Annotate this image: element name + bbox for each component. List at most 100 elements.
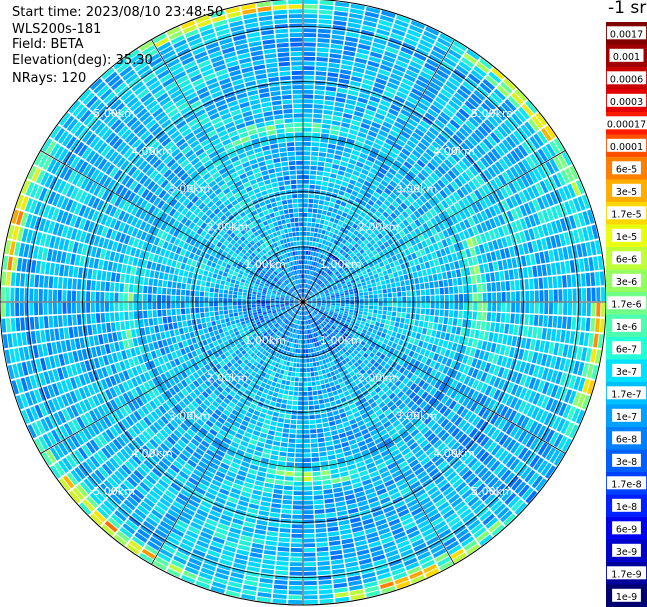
ray-gate xyxy=(533,314,539,326)
ray-gate xyxy=(161,295,166,302)
ray-gate xyxy=(273,377,278,383)
ray-gate xyxy=(300,358,303,363)
ray-gate xyxy=(213,257,219,264)
ray-gate xyxy=(119,312,124,321)
ray-gate xyxy=(548,342,555,355)
ray-gate xyxy=(303,566,317,571)
ray-gate xyxy=(595,318,600,333)
ray-gate xyxy=(152,302,157,310)
ray-gate xyxy=(298,344,301,349)
ray-gate xyxy=(405,561,420,571)
ray-gate xyxy=(256,363,262,369)
ray-gate xyxy=(322,315,327,319)
ray-gate xyxy=(226,585,242,593)
ray-gate xyxy=(188,499,200,508)
ray-gate xyxy=(420,334,426,341)
ray-gate xyxy=(357,553,371,561)
ray-gate xyxy=(274,484,284,490)
ray-gate xyxy=(494,322,500,333)
ray-gate xyxy=(35,330,41,344)
ray-gate xyxy=(309,358,313,363)
ray-gate xyxy=(457,318,463,327)
ray-gate xyxy=(344,425,352,432)
ray-gate xyxy=(238,292,243,296)
ray-gate xyxy=(545,354,553,368)
ray-gate xyxy=(333,578,347,584)
ray-gate xyxy=(140,501,153,512)
ray-gate xyxy=(307,303,312,305)
ray-gate xyxy=(493,463,505,476)
ray-gate xyxy=(303,396,308,401)
ray-gate xyxy=(241,491,251,498)
ray-gate xyxy=(369,324,375,329)
ray-gate xyxy=(291,410,297,415)
ray-gate xyxy=(349,307,354,310)
ray-gate xyxy=(522,349,529,362)
ray-gate xyxy=(215,283,220,289)
ray-gate xyxy=(350,593,365,601)
ray-gate xyxy=(314,504,324,510)
ray-gate xyxy=(319,329,324,334)
ray-gate xyxy=(315,347,319,352)
ray-gate xyxy=(154,325,160,333)
ray-gate xyxy=(164,512,177,523)
ray-gate xyxy=(378,527,391,536)
ray-gate xyxy=(303,377,307,382)
ray-gate xyxy=(479,510,492,522)
ray-gate xyxy=(77,326,84,337)
ray-gate xyxy=(273,340,278,345)
ray-gate xyxy=(148,342,155,351)
ray-gate xyxy=(123,255,130,264)
ray-gate xyxy=(325,358,330,363)
ray-gate xyxy=(292,405,298,410)
ray-gate xyxy=(303,424,310,429)
ray-gate xyxy=(440,347,447,356)
ray-gate xyxy=(247,561,261,568)
ray-gate xyxy=(310,367,314,372)
ray-gate xyxy=(303,500,313,505)
ray-gate xyxy=(291,323,295,328)
ray-gate xyxy=(365,527,377,535)
ray-gate xyxy=(528,377,537,390)
ray-gate xyxy=(360,474,370,482)
ray-gate xyxy=(312,303,317,304)
ray-gate xyxy=(363,365,370,372)
ray-gate xyxy=(363,352,369,359)
ray-gate xyxy=(148,513,161,524)
ray-gate xyxy=(264,373,270,379)
ray-gate xyxy=(309,415,315,420)
ray-gate xyxy=(154,528,168,539)
ray-gate xyxy=(293,396,298,401)
ray-gate xyxy=(172,500,184,510)
ray-gate xyxy=(277,422,284,428)
ray-gate xyxy=(261,295,266,298)
ray-gate xyxy=(196,431,206,439)
ray-gate xyxy=(404,422,413,430)
ray-gate xyxy=(270,344,275,349)
ray-gate xyxy=(376,441,385,449)
ray-gate xyxy=(506,382,515,394)
ray-gate xyxy=(223,310,229,315)
ray-gate xyxy=(284,356,289,361)
ray-gate xyxy=(315,316,319,320)
ray-gate xyxy=(261,408,268,414)
ray-gate xyxy=(331,344,336,349)
ray-gate xyxy=(403,521,416,531)
ray-gate xyxy=(119,283,124,292)
ray-gate xyxy=(348,325,353,330)
ray-gate xyxy=(320,307,325,311)
ray-gate xyxy=(227,273,233,279)
ray-gate xyxy=(96,323,102,334)
ray-gate xyxy=(454,445,464,455)
ray-gate xyxy=(168,564,183,574)
ray-gate xyxy=(173,343,180,351)
ray-gate xyxy=(297,315,300,320)
ray-gate xyxy=(181,283,186,290)
ray-gate xyxy=(338,462,347,468)
ray-gate xyxy=(339,350,344,355)
ray-gate xyxy=(539,410,549,424)
ray-gate xyxy=(242,292,247,296)
ray-gate xyxy=(226,449,236,457)
ray-gate xyxy=(303,472,312,477)
ray-gate xyxy=(198,268,204,275)
